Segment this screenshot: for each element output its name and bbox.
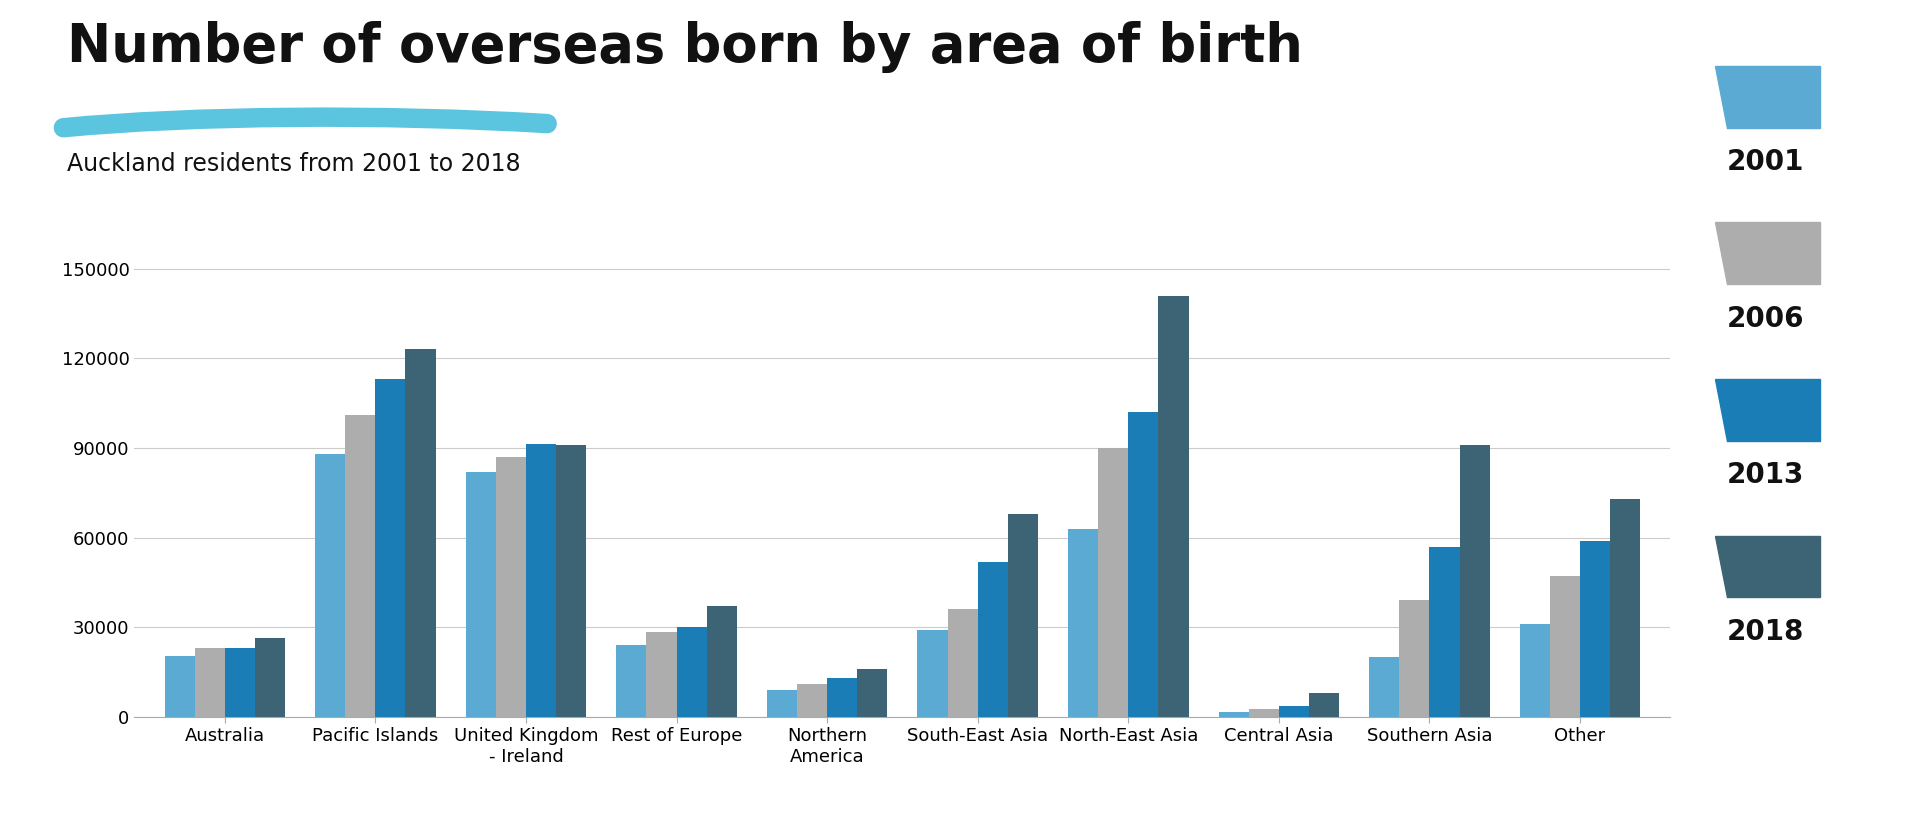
Bar <box>1400 601 1430 717</box>
Bar <box>918 630 948 717</box>
Bar <box>557 445 586 717</box>
Bar <box>1580 541 1611 717</box>
Bar <box>1219 713 1248 717</box>
Bar <box>526 443 557 717</box>
Bar <box>977 562 1008 717</box>
Bar <box>225 648 255 717</box>
Text: Number of overseas born by area of birth: Number of overseas born by area of birth <box>67 21 1304 73</box>
Bar <box>1430 546 1459 717</box>
Bar <box>165 656 194 717</box>
Bar <box>1068 529 1098 717</box>
Bar <box>948 610 977 717</box>
Bar <box>405 349 436 717</box>
Bar <box>1309 693 1338 717</box>
Bar <box>1158 296 1188 717</box>
Bar <box>616 645 647 717</box>
Bar <box>315 454 346 717</box>
Bar <box>1521 625 1549 717</box>
Bar <box>1008 514 1039 717</box>
Bar <box>374 379 405 717</box>
Text: 2001: 2001 <box>1728 148 1805 176</box>
Bar <box>766 690 797 717</box>
Text: 2013: 2013 <box>1728 461 1805 489</box>
Bar <box>676 627 707 717</box>
Bar <box>828 678 856 717</box>
Bar <box>707 606 737 717</box>
Bar <box>467 472 495 717</box>
Bar <box>255 638 284 717</box>
Bar <box>797 684 828 717</box>
Bar <box>1248 709 1279 717</box>
Bar <box>194 648 225 717</box>
Bar <box>647 632 676 717</box>
Text: 2006: 2006 <box>1728 305 1805 333</box>
Bar <box>1369 658 1400 717</box>
Bar <box>1549 577 1580 717</box>
Bar <box>1459 445 1490 717</box>
Bar <box>856 669 887 717</box>
Text: Auckland residents from 2001 to 2018: Auckland residents from 2001 to 2018 <box>67 152 520 176</box>
Bar <box>346 415 374 717</box>
Bar <box>1611 499 1640 717</box>
Text: 2018: 2018 <box>1728 618 1805 646</box>
Bar <box>1129 412 1158 717</box>
Bar <box>1098 448 1129 717</box>
Bar <box>495 457 526 717</box>
Bar <box>1279 706 1309 717</box>
